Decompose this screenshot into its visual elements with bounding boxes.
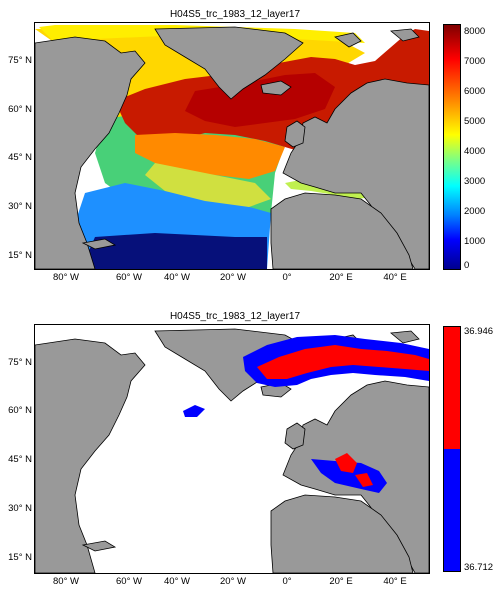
panel1-colorbar-tick: 7000 bbox=[464, 56, 486, 67]
panel1-colorbar-tick: 2000 bbox=[464, 206, 486, 217]
panel1-lon-tick: 20° W bbox=[220, 272, 246, 283]
panel2-title: H04S5_trc_1983_12_layer17 bbox=[169, 311, 301, 322]
panel2-colorbar bbox=[443, 326, 461, 572]
panel1-lat-tick: 60° N bbox=[8, 104, 32, 115]
panel2-lon-tick: 40° E bbox=[383, 576, 407, 587]
panel1-lon-tick: 40° W bbox=[164, 272, 190, 283]
panel1-colorbar-tick: 1000 bbox=[464, 236, 486, 247]
panel2-lon-tick: 40° W bbox=[164, 576, 190, 587]
panel1-map[interactable] bbox=[34, 22, 430, 270]
panel2-lat-tick: 15° N bbox=[8, 552, 32, 563]
panel2-lon-tick: 80° W bbox=[53, 576, 79, 587]
panel1-colorbar-tick: 3000 bbox=[464, 176, 486, 187]
panel2-colorbar-max: 36.946 bbox=[464, 326, 494, 337]
panel1-colorbar-tick: 6000 bbox=[464, 86, 486, 97]
panel2-lat-tick: 30° N bbox=[8, 503, 32, 514]
panel1-lon-tick: 0° bbox=[282, 272, 292, 283]
panel2-lon-tick: 60° W bbox=[116, 576, 142, 587]
panel2-lon-tick: 20° W bbox=[220, 576, 246, 587]
panel2-lat-tick: 45° N bbox=[8, 454, 32, 465]
panel2-map[interactable] bbox=[34, 324, 430, 574]
panel2-lon-tick: 0° bbox=[282, 576, 292, 587]
panel2-lon-tick: 20° E bbox=[329, 576, 353, 587]
panel2-field bbox=[183, 335, 429, 493]
panel2-colorbar-min: 36.712 bbox=[464, 562, 494, 573]
panel1-colorbar-tick: 8000 bbox=[464, 26, 486, 37]
panel1-colorbar bbox=[443, 24, 461, 270]
panel2-lat-tick: 75° N bbox=[8, 357, 32, 368]
panel1-land bbox=[35, 26, 429, 269]
panel1-lon-tick: 40° E bbox=[383, 272, 407, 283]
panel2-lat-tick: 60° N bbox=[8, 405, 32, 416]
panel1-lat-tick: 30° N bbox=[8, 201, 32, 212]
panel1-lon-tick: 20° E bbox=[329, 272, 353, 283]
panel1-lon-tick: 60° W bbox=[116, 272, 142, 283]
panel1-lat-tick: 45° N bbox=[8, 152, 32, 163]
panel1-colorbar-tick: 0 bbox=[464, 260, 470, 271]
panel1-lat-tick: 15° N bbox=[8, 250, 32, 261]
panel1-lon-tick: 80° W bbox=[53, 272, 79, 283]
panel1-colorbar-tick: 4000 bbox=[464, 146, 486, 157]
panel1-title: H04S5_trc_1983_12_layer17 bbox=[169, 9, 301, 20]
panel1-colorbar-tick: 5000 bbox=[464, 116, 486, 127]
panel1-lat-tick: 75° N bbox=[8, 55, 32, 66]
